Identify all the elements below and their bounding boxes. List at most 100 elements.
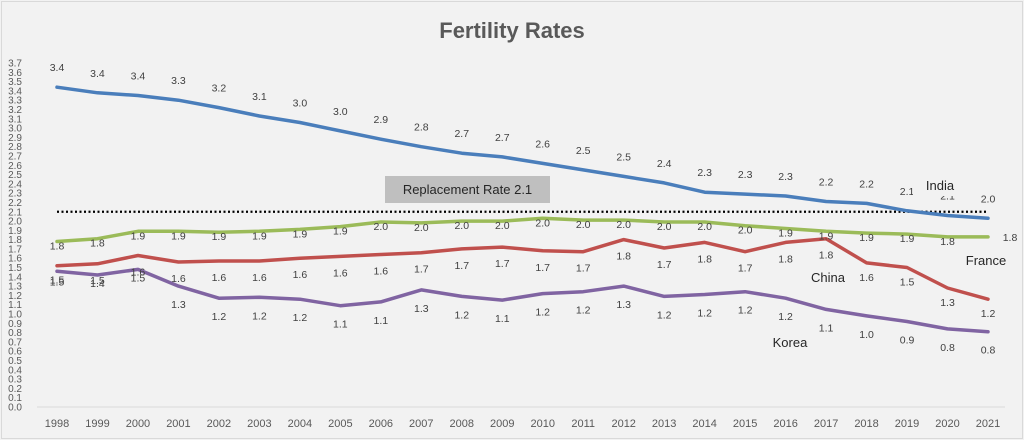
data-label-china: 1.8	[819, 250, 834, 262]
data-label-korea: 1.2	[293, 312, 308, 324]
y-axis: 0.00.10.20.30.40.50.60.70.80.91.01.11.21…	[8, 59, 22, 414]
data-label-india: 3.2	[212, 83, 227, 95]
data-label-korea: 1.2	[697, 308, 712, 320]
data-label-france: 2.0	[374, 221, 389, 233]
x-tick-label: 2009	[490, 418, 514, 430]
series-tag-bg-india	[913, 175, 967, 196]
x-tick-label: 2006	[369, 418, 393, 430]
y-tick-label: 0.0	[8, 403, 22, 414]
data-label-china: 1.2	[981, 308, 996, 320]
data-label-china: 1.5	[900, 277, 915, 289]
data-label-china: 1.8	[778, 253, 793, 265]
data-label-france: 2.0	[535, 217, 550, 229]
data-label-korea: 1.3	[171, 299, 186, 311]
x-tick-label: 2004	[288, 418, 312, 430]
data-label-china: 1.7	[454, 260, 469, 272]
series-tag-bg-france	[959, 250, 1013, 271]
data-label-korea: 1.2	[535, 307, 550, 319]
data-label-france: 1.9	[171, 230, 186, 242]
data-label-china: 1.7	[657, 259, 672, 271]
data-label-france: 2.0	[697, 221, 712, 233]
data-label-india: 2.4	[657, 158, 672, 170]
data-label-france: 2.0	[616, 219, 631, 231]
y-tick-label: 3.4	[8, 86, 22, 97]
y-tick-label: 0.2	[8, 384, 22, 395]
y-tick-label: 2.4	[8, 179, 22, 190]
data-label-china: 1.6	[859, 272, 874, 284]
data-label-korea: 0.8	[981, 345, 996, 357]
data-label-france: 1.9	[293, 228, 308, 240]
data-label-france: 1.9	[900, 233, 915, 245]
data-label-france: 2.0	[738, 225, 753, 237]
y-tick-label: 2.9	[8, 133, 22, 144]
data-label-korea: 1.1	[333, 319, 348, 331]
y-tick-label: 3.2	[8, 105, 22, 116]
data-label-china: 1.6	[293, 269, 308, 281]
y-tick-label: 1.1	[8, 300, 22, 311]
data-label-china: 1.6	[333, 267, 348, 279]
x-tick-label: 2016	[773, 418, 797, 430]
data-label-india: 3.0	[333, 106, 348, 118]
y-tick-label: 1.4	[8, 272, 22, 283]
series-line-india	[55, 85, 990, 221]
y-tick-label: 0.6	[8, 347, 22, 358]
data-label-korea: 1.3	[414, 303, 429, 315]
series-name-korea: Korea	[773, 335, 808, 350]
data-label-france: 2.0	[414, 222, 429, 234]
data-label-korea: 1.2	[576, 305, 591, 317]
y-tick-label: 2.1	[8, 207, 22, 218]
data-label-india: 2.8	[414, 122, 429, 134]
data-label-korea: 1.5	[50, 274, 65, 286]
x-tick-label: 2017	[814, 418, 838, 430]
data-label-china: 1.6	[212, 272, 227, 284]
data-label-korea: 1.1	[495, 313, 510, 325]
y-tick-label: 0.7	[8, 337, 22, 348]
y-tick-label: 1.9	[8, 226, 22, 237]
y-tick-label: 0.1	[8, 393, 22, 404]
series-tag-bg-korea	[763, 332, 817, 353]
data-label-india: 2.3	[697, 167, 712, 179]
data-label-france: 2.0	[454, 220, 469, 232]
y-tick-label: 2.6	[8, 161, 22, 172]
y-tick-label: 1.8	[8, 235, 22, 246]
x-tick-label: 2012	[611, 418, 635, 430]
data-label-korea: 1.1	[819, 322, 834, 334]
series-tag-bg-china	[801, 267, 855, 288]
y-tick-label: 1.6	[8, 254, 22, 265]
series-name-china: China	[811, 270, 846, 285]
data-label-korea: 0.9	[900, 334, 915, 346]
x-tick-label: 2018	[854, 418, 878, 430]
y-tick-label: 0.9	[8, 319, 22, 330]
series-name-india: India	[926, 178, 955, 193]
series-line-france	[55, 216, 990, 244]
data-label-india: 3.0	[293, 98, 308, 110]
y-tick-label: 1.3	[8, 282, 22, 293]
data-label-china: 1.6	[252, 272, 267, 284]
data-label-korea: 1.2	[657, 309, 672, 321]
data-label-china: 1.6	[171, 273, 186, 285]
data-label-korea: 1.2	[212, 311, 227, 323]
data-label-china: 1.7	[576, 263, 591, 275]
data-label-china: 1.3	[940, 297, 955, 309]
data-label-india: 3.4	[131, 71, 146, 83]
data-label-france: 1.9	[252, 230, 267, 242]
data-label-india: 2.6	[535, 138, 550, 150]
x-tick-label: 2003	[247, 418, 271, 430]
y-tick-label: 0.3	[8, 375, 22, 386]
data-label-india: 3.4	[50, 62, 65, 74]
data-label-korea: 1.1	[374, 315, 389, 327]
data-label-france: 1.8	[1003, 232, 1018, 244]
data-label-korea: 0.8	[940, 342, 955, 354]
data-label-france: 2.0	[495, 220, 510, 232]
data-label-france: 1.9	[131, 230, 146, 242]
data-label-india: 2.7	[454, 128, 469, 140]
data-label-france: 1.8	[90, 238, 105, 250]
data-label-korea: 1.2	[454, 309, 469, 321]
data-label-india: 2.7	[495, 132, 510, 144]
series-line-korea	[55, 267, 990, 334]
data-label-france: 1.9	[859, 232, 874, 244]
data-label-china: 1.6	[374, 266, 389, 278]
data-label-china: 1.7	[414, 264, 429, 276]
data-label-china: 1.8	[616, 251, 631, 263]
